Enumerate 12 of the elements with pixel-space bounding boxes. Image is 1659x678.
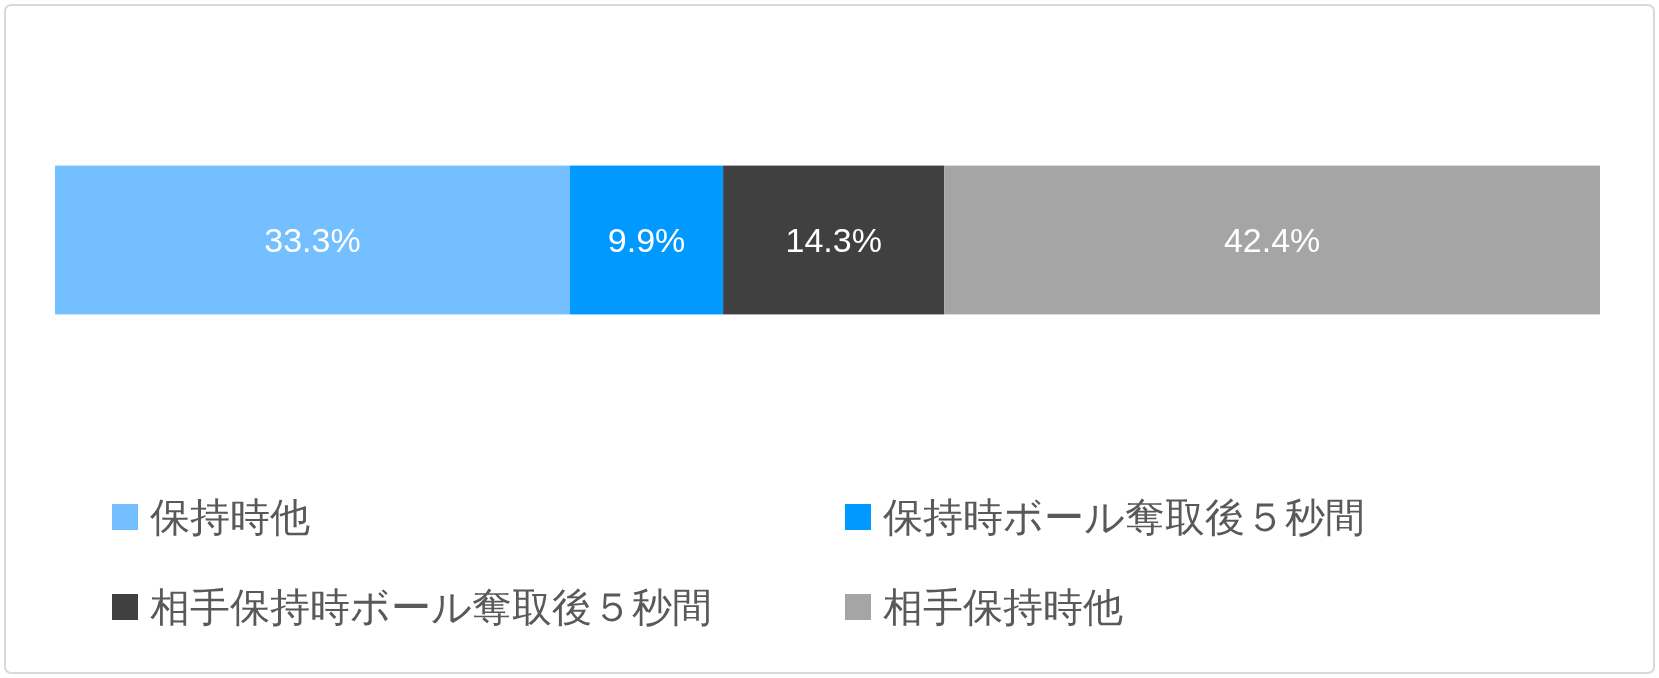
legend-label: 保持時ボール奪取後５秒間: [883, 495, 1365, 539]
data-label: 42.4%: [1223, 221, 1321, 259]
data-label: 14.3%: [785, 221, 882, 259]
legend-label: 相手保持時ボール奪取後５秒間: [150, 585, 712, 629]
bar: [55, 165, 570, 315]
data-label: 9.9%: [607, 221, 686, 259]
bar: [723, 165, 945, 315]
bar: [944, 165, 1600, 315]
bar: [570, 165, 724, 315]
legend-label: 相手保持時他: [883, 585, 1123, 629]
legend-label: 保持時他: [150, 495, 310, 539]
data-label: 33.3%: [264, 221, 361, 259]
